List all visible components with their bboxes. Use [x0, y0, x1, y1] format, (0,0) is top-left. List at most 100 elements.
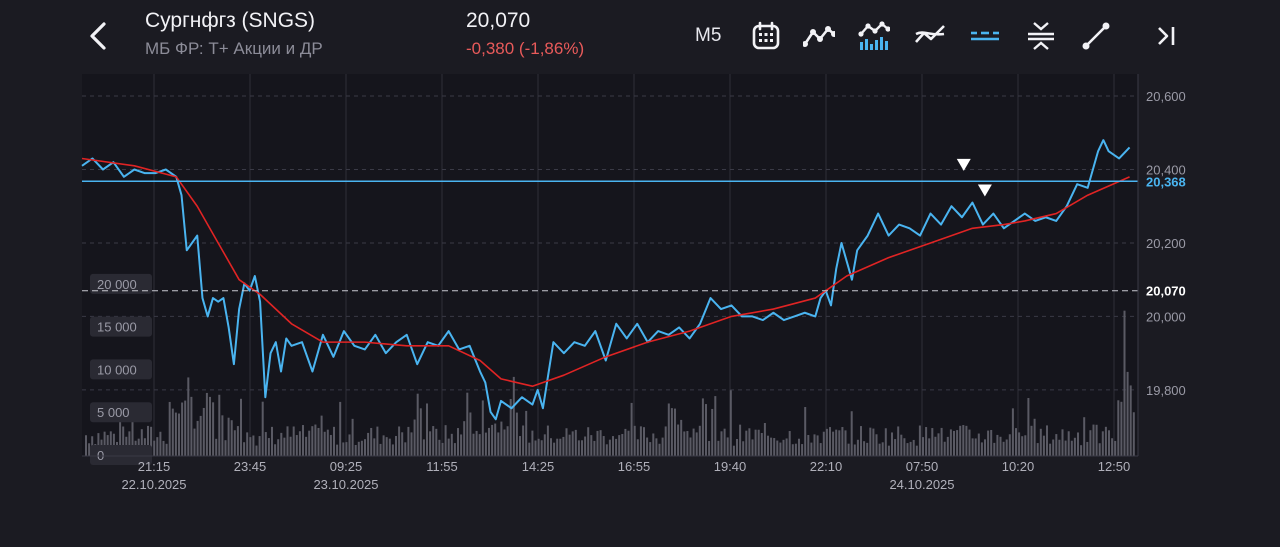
- price-level-button[interactable]: [969, 20, 1001, 52]
- volume-bar: [1021, 436, 1024, 456]
- volume-bar: [419, 408, 422, 456]
- volume-bar: [190, 396, 193, 456]
- volume-bar: [763, 422, 766, 456]
- volume-bar: [413, 419, 416, 456]
- volume-bar: [705, 404, 707, 456]
- volume-bar: [779, 442, 782, 456]
- volume-bar: [212, 402, 215, 456]
- price-change: -0,380 (-1,86%): [466, 39, 585, 58]
- volume-bar: [723, 428, 726, 456]
- volume-bar: [754, 429, 757, 456]
- volume-bar: [426, 403, 428, 456]
- volume-bar: [884, 428, 887, 456]
- volume-bar: [891, 432, 893, 456]
- calendar-button[interactable]: [750, 20, 782, 52]
- volume-bar: [928, 438, 931, 456]
- volume-bar: [1008, 434, 1011, 456]
- volume-bar: [1018, 432, 1021, 456]
- volume-bar: [810, 442, 813, 456]
- volume-bar: [537, 438, 540, 456]
- volume-bar: [243, 442, 246, 456]
- volume-bar: [565, 428, 568, 456]
- volume-chart-button[interactable]: [858, 20, 891, 52]
- trendline-button[interactable]: [1080, 20, 1112, 52]
- volume-bar: [249, 437, 252, 456]
- volume-bar: [680, 419, 683, 456]
- collapse-range-button[interactable]: [1025, 20, 1057, 52]
- time-tick-label: 23:45: [234, 459, 267, 474]
- volume-bar: [804, 407, 807, 456]
- volume-bar: [97, 433, 100, 456]
- volume-bar: [463, 421, 466, 456]
- volume-bar: [329, 434, 332, 456]
- volume-bar: [720, 431, 723, 456]
- timeframe-selector[interactable]: M5: [695, 25, 722, 46]
- collapse-range-icon: [1028, 22, 1054, 50]
- back-button[interactable]: [84, 18, 114, 54]
- instrument-title: Сургнфгз (SNGS): [145, 9, 316, 32]
- volume-bar: [1114, 440, 1117, 456]
- instrument-market: МБ ФР: Т+ Акции и ДР: [145, 39, 323, 58]
- volume-bar: [1080, 445, 1083, 456]
- volume-bar: [196, 420, 199, 456]
- volume-bar: [385, 437, 388, 456]
- volume-bar: [832, 431, 835, 456]
- volume-bar: [311, 426, 314, 456]
- volume-bar: [559, 438, 562, 456]
- scroll-to-end-button[interactable]: [1150, 20, 1182, 52]
- volume-bar: [156, 437, 159, 456]
- volume-bar: [776, 440, 779, 456]
- volume-bar: [1095, 424, 1098, 456]
- volume-bar: [714, 396, 717, 456]
- volume-bar: [379, 443, 382, 456]
- volume-bar: [1061, 429, 1064, 456]
- volume-bar: [388, 438, 391, 456]
- volume-bar: [612, 436, 614, 456]
- volume-bar: [816, 435, 819, 456]
- volume-bar: [689, 437, 692, 456]
- volume-bar: [339, 401, 342, 456]
- volume-bar: [1117, 400, 1120, 456]
- volume-bar: [574, 429, 577, 456]
- volume-bar: [922, 437, 924, 456]
- volume-bar: [221, 415, 224, 456]
- volume-bar: [1101, 431, 1104, 456]
- volume-bar: [825, 428, 828, 456]
- volume-bar: [460, 434, 463, 456]
- volume-bar: [441, 442, 444, 456]
- chevron-left-icon: [90, 22, 106, 50]
- volume-tick-label: 20 000: [97, 277, 137, 292]
- moving-average-button[interactable]: [914, 20, 946, 52]
- volume-bar: [277, 439, 280, 456]
- volume-bar: [205, 392, 208, 456]
- date-label: 24.10.2025: [889, 477, 954, 492]
- volume-bar: [435, 428, 438, 456]
- volume-bar: [178, 413, 180, 456]
- volume-bar: [432, 426, 435, 456]
- volume-bar: [171, 408, 174, 456]
- volume-bar: [894, 439, 897, 456]
- volume-bar: [475, 430, 478, 456]
- volume-bar: [410, 432, 413, 456]
- chart-header: Сургнфгз (SNGS) МБ ФР: Т+ Акции и ДР 20,…: [0, 0, 1280, 70]
- volume-bar: [422, 439, 425, 456]
- volume-bar: [878, 443, 881, 456]
- volume-bar: [264, 432, 267, 456]
- volume-bar: [686, 431, 689, 456]
- volume-bar: [1132, 412, 1135, 456]
- volume-bar: [255, 445, 258, 456]
- volume-bar: [587, 427, 590, 456]
- trendline-icon: [1082, 22, 1110, 50]
- volume-bar: [450, 433, 453, 456]
- volume-bar: [494, 423, 497, 456]
- price-tick-label: 20,600: [1146, 89, 1186, 104]
- volume-bar: [531, 430, 534, 456]
- volume-bar: [488, 427, 490, 456]
- sell-marker-icon: [956, 158, 971, 171]
- volume-bar: [875, 434, 878, 456]
- volume-bar: [915, 445, 918, 456]
- volume-bar: [661, 437, 664, 456]
- calendar-icon: [752, 21, 780, 50]
- volume-bar: [736, 438, 738, 456]
